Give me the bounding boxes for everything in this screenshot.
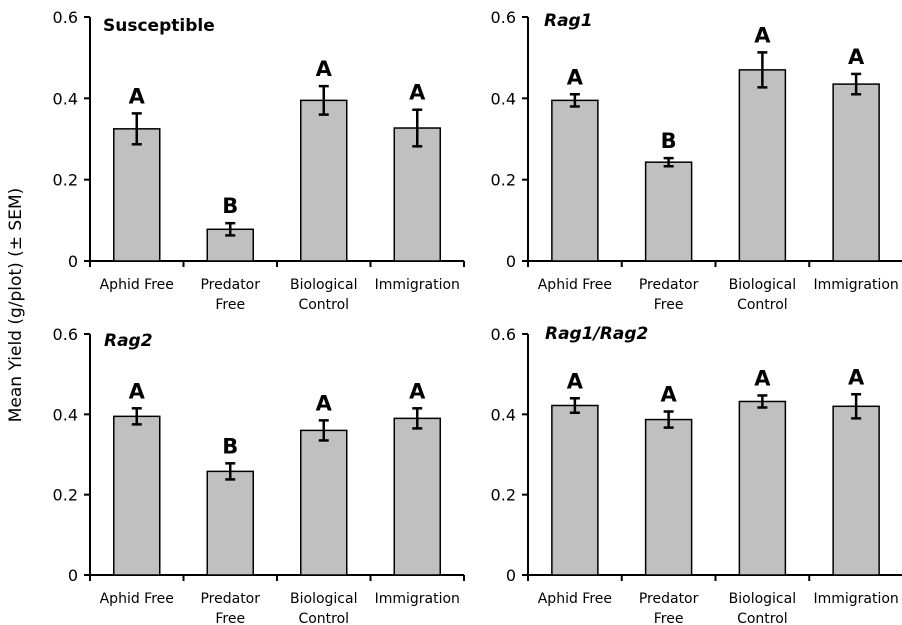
- y-tick-label: 0: [68, 566, 78, 585]
- y-tick-label: 0.6: [491, 8, 516, 27]
- significance-letter: A: [316, 57, 333, 81]
- significance-letter: A: [848, 365, 865, 389]
- bar: [113, 128, 161, 262]
- bar: [832, 83, 880, 262]
- bar: [393, 127, 441, 262]
- x-category-label: Biological Control: [290, 591, 357, 625]
- x-category-label: Immigration: [813, 591, 898, 607]
- x-category-label: Predator Free: [639, 591, 699, 625]
- bar: [206, 470, 254, 576]
- x-category-label: Biological Control: [729, 277, 796, 313]
- y-tick-label: 0.4: [53, 89, 78, 108]
- x-category-label: Immigration: [375, 277, 460, 293]
- y-tick-label: 0.2: [491, 486, 516, 505]
- bar: [551, 99, 599, 262]
- significance-letter: A: [567, 65, 584, 89]
- significance-letter: A: [660, 383, 677, 407]
- significance-letter: B: [222, 194, 238, 218]
- significance-letter: B: [661, 129, 677, 153]
- significance-letter: B: [222, 434, 238, 458]
- bar: [832, 405, 880, 576]
- y-tick-label: 0.6: [53, 8, 78, 27]
- x-category-label: Aphid Free: [538, 277, 612, 293]
- x-category-label: Biological Control: [729, 591, 796, 625]
- significance-letter: A: [409, 81, 426, 105]
- x-category-label: Biological Control: [290, 277, 357, 313]
- panel-susceptible: Susceptible 0 0.2 0.4 0.6 A Aphid Free B Predato…: [53, 8, 465, 313]
- panel-title: Rag1/Rag2: [545, 324, 648, 344]
- bar: [551, 404, 599, 576]
- panel-rag2: Rag2 0 0.2 0.4 0.6 A Aphid Free B Predator Free A B…: [53, 325, 465, 625]
- y-tick-label: 0.6: [491, 325, 516, 344]
- bar: [113, 415, 161, 576]
- y-tick-label: 0.2: [53, 171, 78, 190]
- bar: [300, 429, 348, 576]
- significance-letter: A: [754, 23, 771, 47]
- x-category-label: Aphid Free: [100, 277, 174, 293]
- x-category-label: Immigration: [375, 591, 460, 607]
- bar: [738, 400, 787, 576]
- bar: [738, 69, 787, 262]
- significance-letter: A: [129, 84, 146, 108]
- bar: [300, 99, 348, 262]
- significance-letter: A: [754, 366, 771, 390]
- y-tick-label: 0.4: [491, 89, 516, 108]
- bar: [644, 161, 693, 262]
- y-tick-label: 0: [506, 252, 516, 271]
- y-tick-label: 0.2: [53, 486, 78, 505]
- y-tick-label: 0.6: [53, 325, 78, 344]
- significance-letter: A: [316, 391, 333, 415]
- panel-title: Rag1: [544, 11, 593, 31]
- bar: [393, 417, 441, 576]
- significance-letter: A: [567, 369, 584, 393]
- x-category-label: Aphid Free: [538, 591, 612, 607]
- y-tick-label: 0: [506, 566, 516, 585]
- y-tick-label: 0.2: [491, 171, 516, 190]
- bar: [644, 418, 693, 576]
- y-tick-label: 0.4: [491, 405, 516, 424]
- y-tick-label: 0.4: [53, 405, 78, 424]
- panel-title: Susceptible: [103, 16, 215, 36]
- bar: [206, 228, 254, 262]
- x-category-label: Predator Free: [639, 277, 699, 313]
- significance-letter: A: [409, 379, 426, 403]
- y-tick-label: 0: [68, 252, 78, 271]
- panel-title: Rag2: [104, 331, 153, 351]
- x-category-label: Aphid Free: [100, 591, 174, 607]
- panel-rag1: Rag1 0 0.2 0.4 0.6 A Aphid Free B Predator Free A B…: [491, 8, 902, 313]
- significance-letter: A: [848, 45, 865, 69]
- panel-rag1-rag2: Rag1/Rag2 0 0.2 0.4 0.6 A Aphid Free A Predator F…: [491, 324, 902, 625]
- x-category-label: Predator Free: [200, 277, 260, 313]
- x-category-label: Immigration: [813, 277, 898, 293]
- significance-letter: A: [129, 379, 146, 403]
- x-category-label: Predator Free: [200, 591, 260, 625]
- y-axis-label: Mean Yield (g/plot) (± SEM): [6, 188, 26, 422]
